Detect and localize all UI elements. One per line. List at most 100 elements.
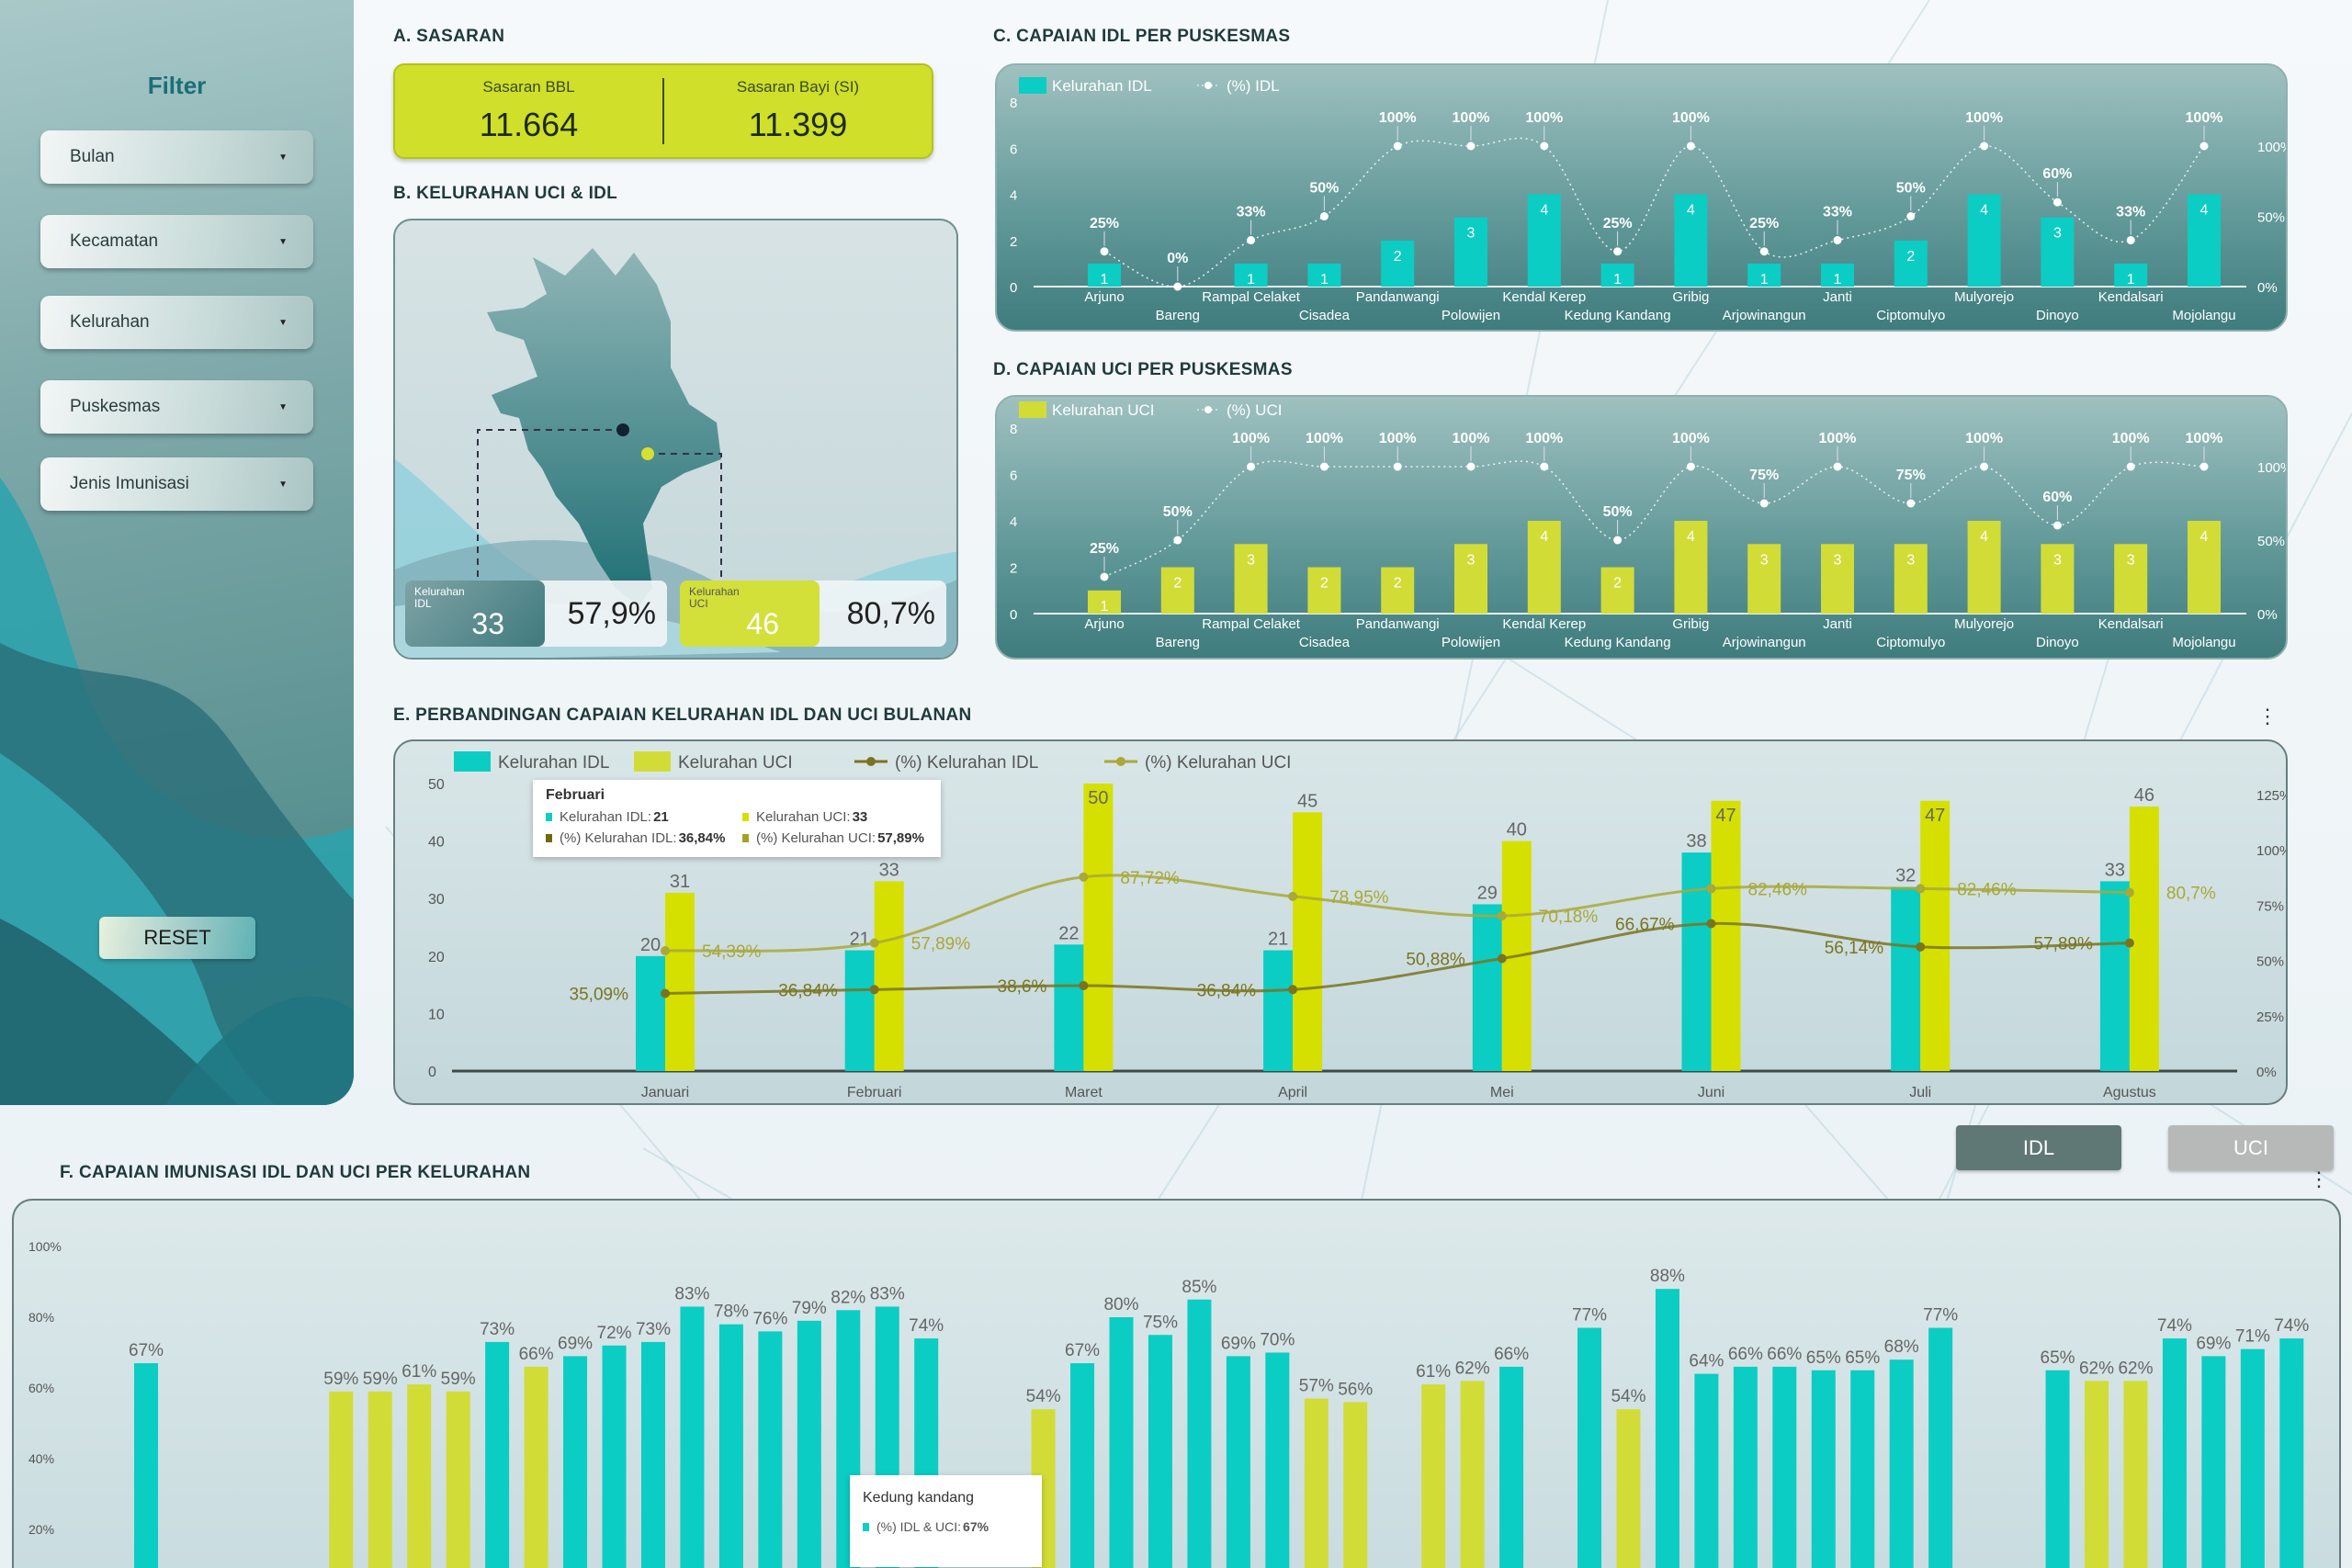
bar-idl [1263,950,1294,1071]
chart-tooltip: Februari Kelurahan IDL: 21 Kelurahan UCI:… [533,780,941,857]
percent-label: 100% [1965,431,2003,446]
bar [1821,263,1854,287]
bar [1889,1359,1914,1568]
bar [1307,567,1341,614]
filter-jenis-imunisasi-dropdown[interactable]: Jenis Imunisasi ▼ [40,457,313,511]
filter-bulan-dropdown[interactable]: Bulan ▼ [40,130,313,184]
percent-point [1100,572,1109,581]
percent-label: 25% [1090,541,1119,557]
bar-value-label: 65% [1806,1348,1841,1368]
bar-value-label: 2 [1613,576,1622,592]
percent-point [1613,247,1623,256]
bar [2114,263,2148,287]
percent-point [1980,141,1989,151]
reset-button[interactable]: RESET [99,917,255,959]
tooltip-value: 21 [653,809,669,825]
y-axis-tick: 8 [1010,422,1017,437]
bar [1234,263,1268,287]
bar [1577,1327,1602,1568]
y-axis-tick: 60% [28,1381,54,1395]
percent-point [1916,884,1926,894]
uci-percent: 80,7% [808,581,946,647]
bar-value-label: 56% [1338,1380,1373,1399]
bar [2041,544,2075,614]
bar-value-label: 3 [1834,552,1842,568]
divider [662,78,664,144]
percent-point [2052,197,2062,207]
bar-value-label: 3 [2053,226,2062,242]
bar [1160,567,1194,614]
idl-count: 33 [471,607,504,640]
bar [1894,240,1928,287]
percent-point [661,946,670,956]
bar-uci [874,881,904,1071]
legend-label: (%) UCI [1227,401,1282,419]
bar [1772,1366,1797,1568]
bar-value-label: 69% [1221,1334,1256,1353]
bar [1234,544,1268,614]
legend-swatch [742,813,749,821]
bar-value-label: 3 [2127,552,2135,568]
filter-label: Bulan [70,147,115,166]
percent-point [1319,462,1329,471]
bar [1088,263,1121,287]
y2-axis-tick: 100% [2257,140,2288,155]
x-axis-label: Kedung Kandang [1565,308,1671,323]
filter-kelurahan-dropdown[interactable]: Kelurahan ▼ [40,296,313,349]
tooltip-label: Kelurahan IDL: [560,809,652,825]
x-axis-label: Ciptomulyo [1876,635,1945,650]
caret-down-icon: ▼ [278,152,288,163]
toggle-uci-button[interactable]: UCI [2168,1125,2334,1170]
bar-value-label: 50 [1088,788,1108,808]
bar [2240,1348,2265,1568]
uci-puskesmas-svg: 0 2 4 6 8 0% 50% 100% Kelurahan UCI (%) UCI 1Arjun… [1010,401,2286,650]
monthly-comparison-chart: 0 10 20 30 40 50 0% 25% 50% 75% 100% 125% Kelurahan … [393,739,2288,1105]
bar-value-label: 32 [1895,866,1916,886]
percent-label: 33% [1237,205,1266,220]
y-axis-tick: 0 [1010,280,1017,296]
percent-label: 70,18% [1539,908,1599,927]
bar [1674,194,1708,287]
tooltip-value: 67% [963,1519,989,1534]
bar [2041,217,2075,287]
bar [797,1320,821,1568]
percent-point [1980,462,1989,471]
x-axis-label: Gribig [1672,616,1709,632]
legend-label: (%) Kelurahan UCI [1145,753,1291,773]
bar-uci [2129,807,2159,1071]
filter-puskesmas-dropdown[interactable]: Puskesmas ▼ [40,380,313,434]
percent-label: 100% [1453,110,1490,126]
bar [1265,1352,1290,1568]
percent-label: 100% [1379,110,1417,126]
toggle-idl-button[interactable]: IDL [1956,1125,2121,1170]
bar-value-label: 4 [1540,529,1548,545]
bar [1850,1370,1875,1568]
percent-label: 75% [1749,468,1779,483]
filter-kecamatan-dropdown[interactable]: Kecamatan ▼ [40,215,313,268]
bar [1343,1402,1368,1568]
percent-label: 78,95% [1329,888,1389,908]
percent-label: 100% [1453,431,1490,446]
bar-value-label: 2 [1394,576,1402,592]
idl-per-puskesmas-chart: 0 2 4 6 8 0% 50% 100% Kelurahan IDL (%) IDL 1 Arjun… [995,63,2288,332]
percent-label: 0% [1167,251,1188,266]
bar-value-label: 59% [323,1370,358,1389]
sasaran-bbl-value: 11.664 [479,106,579,143]
more-options-icon[interactable]: ⋮ [2309,1168,2329,1190]
bar-value-label: 2 [1394,249,1402,265]
bar-value-label: 45 [1297,791,1317,811]
tooltip-value: 33 [852,809,868,825]
bar-value-label: 71% [2235,1327,2270,1347]
bar-value-label: 59% [441,1370,476,1389]
bar-value-label: 83% [870,1284,905,1303]
percent-label: 60% [2042,490,2072,505]
y-axis-tick: 100% [28,1239,62,1254]
more-options-icon[interactable]: ⋮ [2257,705,2278,728]
bar-value-label: 4 [1687,203,1695,219]
bar-value-label: 46 [2134,785,2154,806]
x-axis-label: Arjuno [1084,616,1124,632]
bar [2114,544,2148,614]
bar-value-label: 74% [2274,1316,2309,1336]
x-axis-label: Janti [1823,616,1852,632]
